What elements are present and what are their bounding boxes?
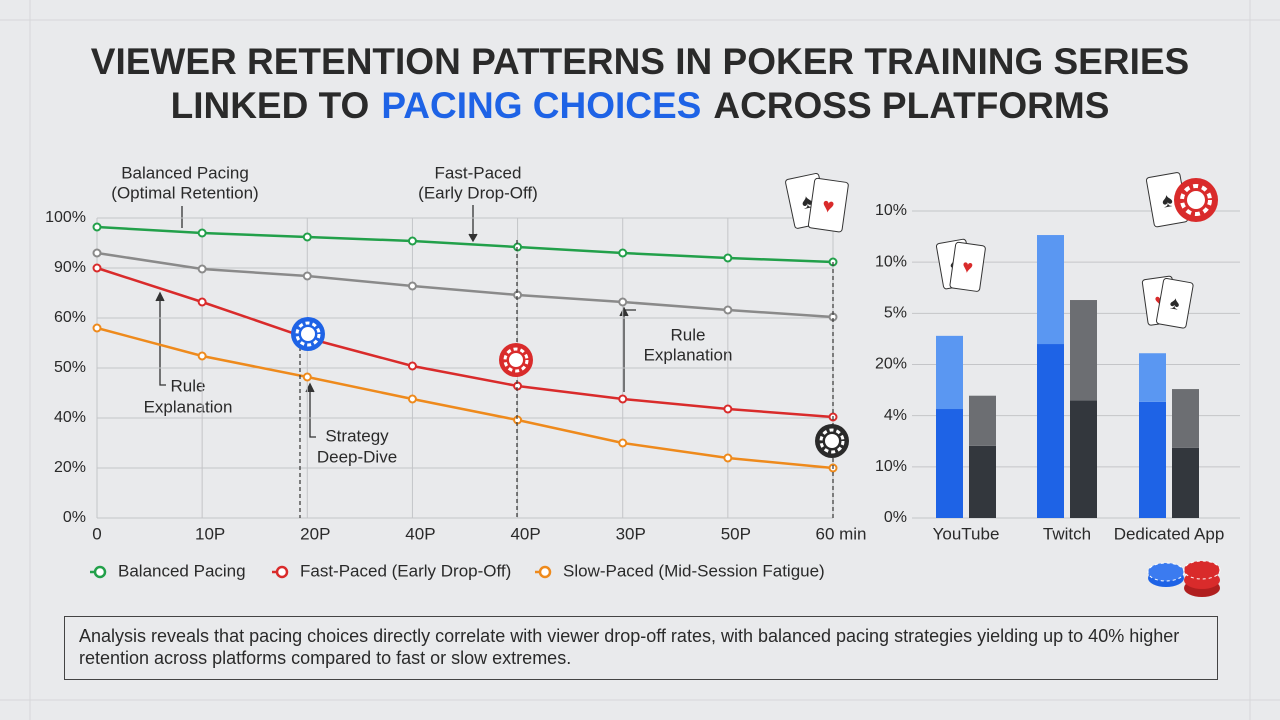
data-point [92, 323, 102, 333]
y-tick-label: 50% [54, 359, 86, 376]
bar-segment [969, 445, 996, 518]
x-tick-label: 40P [405, 524, 435, 543]
x-tick-label: 0 [92, 524, 101, 543]
bar-segment [1070, 400, 1097, 518]
data-point [92, 248, 102, 258]
series-line [96, 326, 834, 470]
series-line [96, 251, 834, 319]
data-point [197, 351, 207, 361]
data-point [407, 236, 417, 246]
y-tick-label: 4% [884, 407, 907, 424]
data-point [723, 305, 733, 315]
annotation: Fast-Paced [435, 163, 522, 182]
title-part: ACROSS PLATFORMS [713, 85, 1109, 126]
data-point [302, 232, 312, 242]
y-tick-label: 90% [54, 259, 86, 276]
annotation-arrows [155, 205, 636, 438]
phase-lines [299, 240, 834, 518]
data-point [618, 248, 628, 258]
bar-segment [1037, 344, 1064, 518]
x-tick-label: 40P [510, 524, 540, 543]
poker-decor: ♠ ♥ ♠ ♥ ♠ ♥ ♠ [291, 172, 1221, 597]
data-point [407, 394, 417, 404]
data-point [92, 222, 102, 232]
x-tick-label: 30P [616, 524, 646, 543]
series-line [96, 266, 834, 419]
data-point [723, 453, 733, 463]
data-point [197, 297, 207, 307]
y-tick-label: 5% [884, 305, 907, 322]
plots: 0% 20% 40% 50% 60% 90% 100% 0 10P 20P 40P 40P 30P 50P… [45, 202, 1240, 580]
y-tick-label: 0% [884, 509, 907, 526]
bar-segment [969, 395, 996, 446]
y-tick-label: 20% [54, 459, 86, 476]
annotation: (Early Drop-Off) [418, 183, 538, 202]
bar-segment [1037, 235, 1064, 345]
annotation: Balanced Pacing [121, 163, 249, 182]
legend-marker [93, 565, 107, 579]
title-highlight: PACING CHOICES [381, 85, 701, 126]
data-point [197, 228, 207, 238]
x-tick-label: Dedicated App [1114, 524, 1225, 543]
data-point [92, 263, 102, 273]
x-tick-label: 60 min [815, 524, 866, 543]
data-point [723, 253, 733, 263]
y-tick-label: 10% [875, 458, 907, 475]
legend-marker [275, 565, 289, 579]
annotation: Rule [171, 376, 206, 395]
data-point [302, 372, 312, 382]
data-point [618, 394, 628, 404]
bar-segment [1070, 300, 1097, 401]
svg-text:♠: ♠ [1168, 292, 1181, 313]
x-tick-label: 20P [300, 524, 330, 543]
legend-marker [538, 565, 552, 579]
data-point [407, 361, 417, 371]
svg-text:♥: ♥ [961, 256, 974, 277]
annotation: Strategy [325, 426, 389, 445]
bar-segment [936, 335, 963, 410]
legend-label: Slow-Paced (Mid-Session Fatigue) [563, 561, 825, 580]
y-tick-label: 10% [875, 202, 907, 219]
y-tick-label: 40% [54, 409, 86, 426]
bar-segment [936, 409, 963, 518]
title-line: LINKED TO PACING CHOICES ACROSS PLATFORMS [171, 85, 1110, 126]
series-line [96, 225, 834, 264]
svg-text:♠: ♠ [1160, 189, 1175, 213]
data-point [723, 404, 733, 414]
annotation: Explanation [144, 397, 233, 416]
annotation: (Optimal Retention) [111, 183, 258, 202]
y-tick-label: 20% [875, 356, 907, 373]
x-tick-label: YouTube [933, 524, 1000, 543]
bar-segment [1139, 353, 1166, 402]
bar-segment [1172, 447, 1199, 518]
bar-segment [1172, 389, 1199, 448]
y-tick-label: 60% [54, 309, 86, 326]
x-tick-label: Twitch [1043, 524, 1091, 543]
annotation: Rule [671, 325, 706, 344]
data-point [618, 438, 628, 448]
data-point [618, 297, 628, 307]
bar-segment [1139, 401, 1166, 518]
x-tick-label: 50P [721, 524, 751, 543]
caption: Analysis reveals that pacing choices dir… [64, 616, 1218, 680]
title-part: LINKED TO [171, 85, 370, 126]
legend-label: Balanced Pacing [118, 561, 246, 580]
title-line: VIEWER RETENTION PATTERNS IN POKER TRAIN… [91, 41, 1189, 82]
data-point [197, 264, 207, 274]
data-point [407, 281, 417, 291]
annotation: Deep-Dive [317, 447, 397, 466]
y-tick-label: 0% [63, 509, 86, 526]
legend-label: Fast-Paced (Early Drop-Off) [300, 561, 511, 580]
annotations: Balanced Pacing (Optimal Retention) Fast… [111, 163, 732, 466]
annotation: Explanation [644, 345, 733, 364]
x-tick-label: 10P [195, 524, 225, 543]
svg-text:♥: ♥ [821, 195, 836, 218]
y-tick-label: 100% [45, 209, 86, 226]
y-tick-label: 10% [875, 253, 907, 270]
data-point [302, 271, 312, 281]
